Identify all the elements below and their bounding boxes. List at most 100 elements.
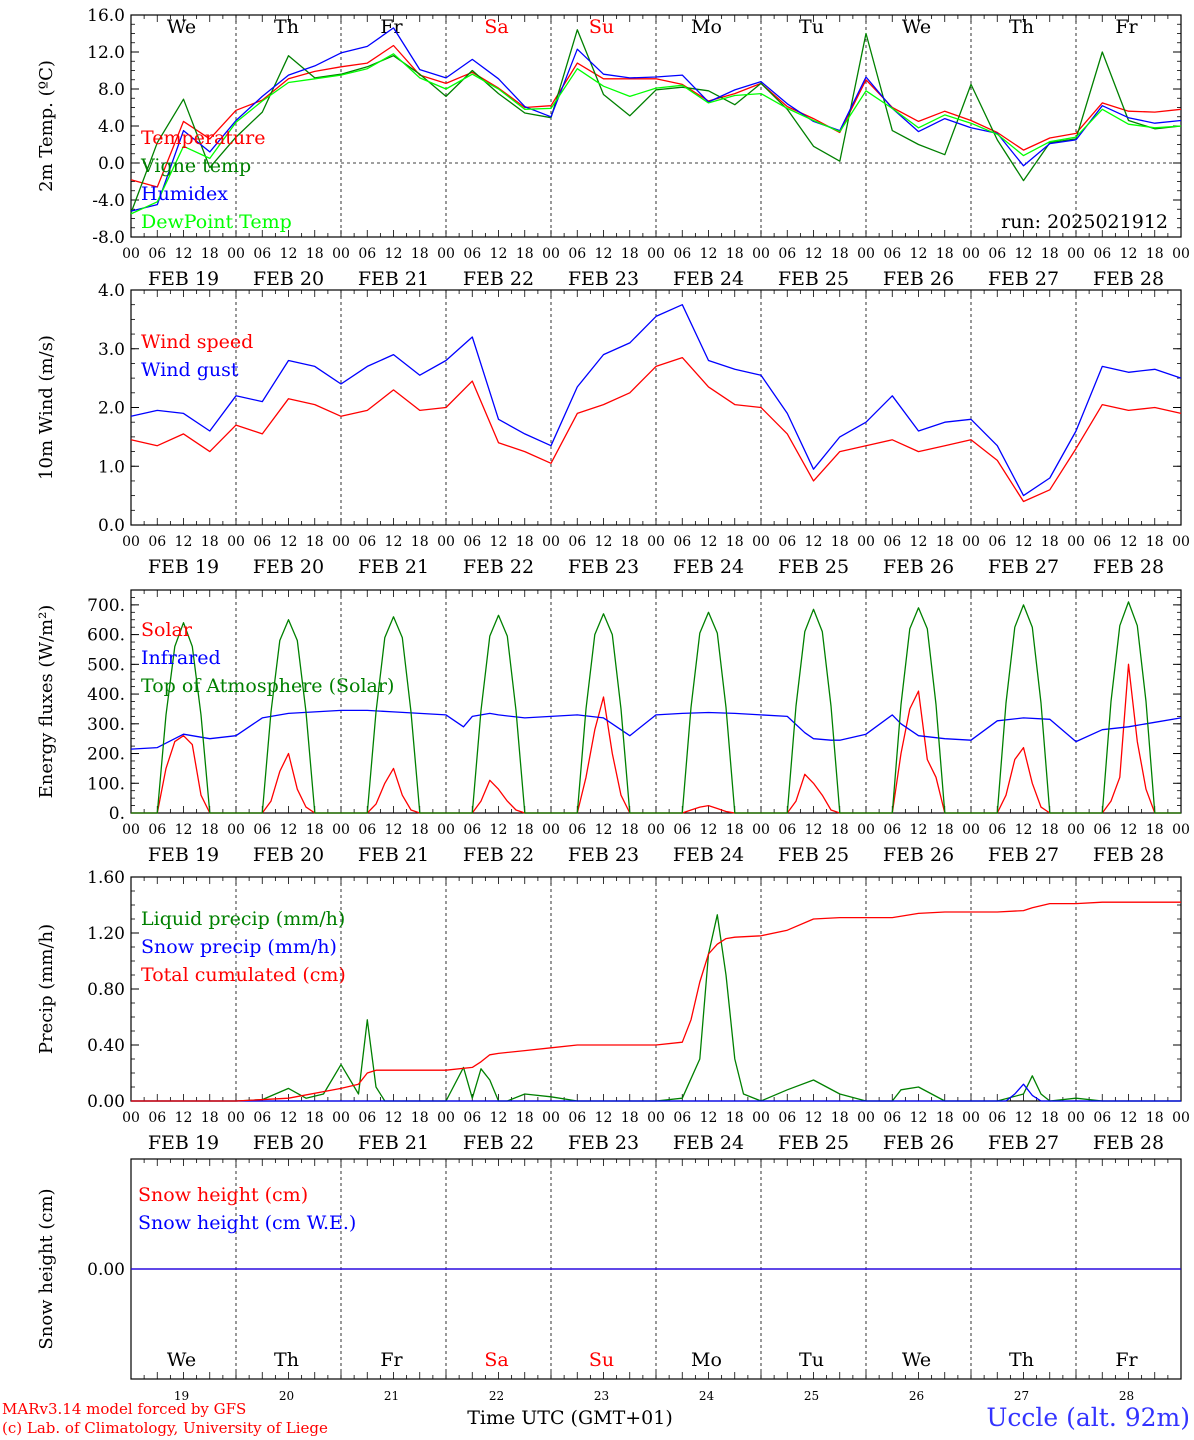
hour-tick-label: 12 — [385, 1110, 403, 1126]
hour-tick-label: 12 — [910, 1110, 928, 1126]
date-label: FEB 22 — [463, 556, 534, 578]
hour-tick-label: 18 — [306, 822, 324, 838]
legend-entry: Snow precip (mm/h) — [141, 936, 337, 958]
date-label: FEB 28 — [1093, 844, 1164, 866]
hour-tick-label: 18 — [831, 822, 849, 838]
weekday-label: Th — [1009, 16, 1034, 38]
hour-tick-label: 12 — [490, 534, 508, 550]
hour-tick-label: 18 — [411, 534, 429, 550]
credit-line-2: (c) Lab. of Climatology, University of L… — [2, 1419, 328, 1437]
hour-tick-label: 06 — [988, 534, 1006, 550]
y-tick-label: 1.20 — [87, 924, 125, 944]
hour-tick-label: 12 — [910, 246, 928, 262]
legend-entry: Solar — [141, 619, 193, 641]
hour-tick-label: 06 — [673, 1110, 691, 1126]
hour-tick-label: 06 — [148, 822, 166, 838]
date-label: FEB 26 — [883, 268, 954, 290]
hour-tick-label: 18 — [516, 822, 534, 838]
series-line-snow-precip-mm-h- — [131, 1083, 1181, 1102]
day-number-label: 26 — [909, 1389, 924, 1403]
hour-tick-label: 00 — [542, 822, 560, 838]
day-number-label: 23 — [594, 1389, 609, 1403]
hour-tick-label: 00 — [332, 534, 350, 550]
hour-tick-label: 00 — [227, 822, 245, 838]
legend-entry: Liquid precip (mm/h) — [141, 908, 345, 930]
hour-tick-label: 12 — [1120, 534, 1138, 550]
y-tick-label: 0. — [109, 804, 125, 824]
hour-tick-label: 06 — [358, 534, 376, 550]
hour-tick-label: 12 — [910, 534, 928, 550]
weekday-label: Sa — [484, 16, 508, 38]
hour-tick-label: 06 — [253, 1110, 271, 1126]
hour-tick-label: 00 — [1172, 534, 1190, 550]
hour-tick-label: 18 — [936, 1110, 954, 1126]
date-label: FEB 20 — [253, 268, 324, 290]
y-tick-label: 1.0 — [98, 457, 125, 477]
hour-tick-label: 00 — [1067, 246, 1085, 262]
date-label: FEB 25 — [778, 1132, 849, 1154]
hour-tick-label: 00 — [332, 246, 350, 262]
y-tick-label: 500. — [87, 655, 125, 675]
date-label: FEB 24 — [673, 556, 744, 578]
hour-tick-label: 06 — [883, 534, 901, 550]
hour-tick-label: 12 — [1015, 822, 1033, 838]
hour-tick-label: 18 — [621, 1110, 639, 1126]
hour-tick-label: 18 — [516, 534, 534, 550]
date-label: FEB 21 — [358, 844, 429, 866]
hour-tick-label: 18 — [1146, 534, 1164, 550]
hour-tick-label: 00 — [437, 1110, 455, 1126]
series-line-liquid-precip-mm-h- — [131, 914, 1181, 1102]
y-axis-label: Precip (mm/h) — [36, 924, 57, 1054]
date-label: FEB 28 — [1093, 556, 1164, 578]
hour-tick-label: 00 — [857, 246, 875, 262]
y-axis-label: Snow height (cm) — [36, 1188, 57, 1349]
weekday-label: Fr — [380, 1349, 403, 1371]
hour-tick-label: 00 — [752, 246, 770, 262]
weekday-label: We — [167, 16, 196, 38]
credit-line-1: MARv3.14 model forced by GFS — [2, 1400, 246, 1418]
y-axis-label: 10m Wind (m/s) — [36, 335, 57, 480]
hour-tick-label: 06 — [148, 534, 166, 550]
station-label: Uccle (alt. 92m) — [986, 1403, 1190, 1432]
date-label: FEB 21 — [358, 1132, 429, 1154]
weekday-label: We — [902, 16, 931, 38]
weekday-label: Tu — [799, 16, 824, 38]
legend-entry: Snow height (cm W.E.) — [138, 1212, 356, 1234]
date-label: FEB 25 — [778, 268, 849, 290]
hour-tick-label: 00 — [227, 534, 245, 550]
hour-tick-label: 12 — [385, 534, 403, 550]
hour-tick-label: 18 — [726, 1110, 744, 1126]
hour-tick-label: 06 — [778, 534, 796, 550]
hour-tick-label: 12 — [910, 822, 928, 838]
date-label: FEB 22 — [463, 844, 534, 866]
y-axis-label: Energy fluxes (W/m²) — [36, 605, 57, 799]
day-number-label: 27 — [1014, 1389, 1029, 1403]
day-number-label: 25 — [804, 1389, 819, 1403]
y-tick-label: 100. — [87, 774, 125, 794]
panel-5: 0.00 Snow height (cm) 19 We 20 Th 21 Fr 22 Sa 23 Su… — [36, 1158, 1182, 1403]
hour-tick-label: 00 — [647, 534, 665, 550]
hour-tick-label: 18 — [201, 246, 219, 262]
hour-tick-label: 06 — [358, 246, 376, 262]
hour-tick-label: 12 — [490, 246, 508, 262]
hour-tick-label: 12 — [805, 246, 823, 262]
hour-tick-label: 12 — [280, 1110, 298, 1126]
date-label: FEB 26 — [883, 844, 954, 866]
hour-tick-label: 12 — [490, 1110, 508, 1126]
series-line-top-of-atmosphere-solar- — [131, 601, 1181, 814]
hour-tick-label: 12 — [700, 1110, 718, 1126]
hour-tick-label: 18 — [936, 246, 954, 262]
hour-tick-label: 06 — [463, 1110, 481, 1126]
hour-tick-label: 06 — [778, 1110, 796, 1126]
hour-tick-label: 18 — [306, 246, 324, 262]
y-tick-label: 12.0 — [87, 43, 125, 63]
hour-tick-label: 00 — [1172, 1110, 1190, 1126]
y-tick-label: 16.0 — [87, 6, 125, 26]
panel-3: 700. 600. 500. 400. 300. 200. 100. 0. Energy flu… — [36, 589, 1190, 866]
hour-tick-label: 00 — [1067, 822, 1085, 838]
legend-entry: Snow height (cm) — [138, 1184, 308, 1206]
day-number-label: 19 — [174, 1389, 189, 1403]
date-label: FEB 23 — [568, 844, 639, 866]
hour-tick-label: 00 — [122, 534, 140, 550]
series-line-vigne-temp — [130, 29, 1182, 214]
